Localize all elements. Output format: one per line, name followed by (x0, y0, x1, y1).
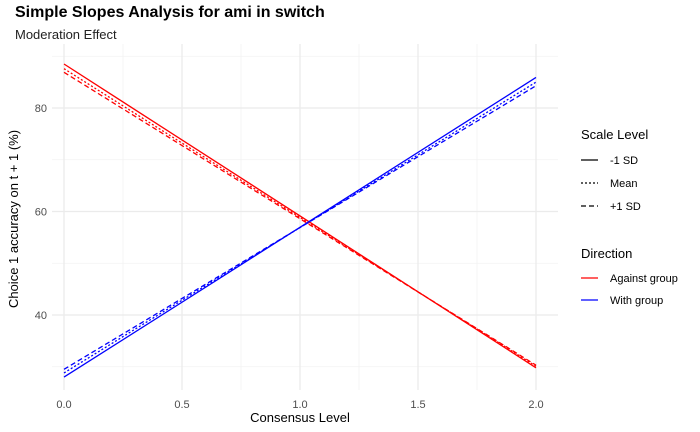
x-tick-label: 0.5 (174, 399, 189, 411)
minor-gridlines (52, 44, 558, 390)
x-axis-title: Consensus Level (250, 410, 350, 425)
chart-title: Simple Slopes Analysis for ami in switch (15, 4, 325, 21)
legend-title-scale-level: Scale Level (581, 127, 648, 142)
x-axis-ticks: 0.0 0.5 1.0 1.5 2.0 (56, 399, 543, 411)
legend-label-scale: -1 SD (610, 155, 638, 167)
series-lines (63, 63, 537, 378)
legend: Scale Level -1 SD Mean +1 SD Direction Agains… (581, 127, 678, 307)
legend-label-direction: With group (610, 295, 663, 307)
series-line (63, 71, 537, 366)
legend-label-scale: +1 SD (610, 201, 641, 213)
y-axis-ticks: 40 60 80 (35, 103, 47, 322)
y-tick-label: 80 (35, 103, 47, 115)
y-tick-label: 60 (35, 207, 47, 219)
legend-title-direction: Direction (581, 246, 632, 261)
y-axis-title: Choice 1 accuracy on t + 1 (%) (6, 130, 21, 308)
y-tick-label: 40 (35, 310, 47, 322)
x-tick-label: 2.0 (528, 399, 543, 411)
x-tick-label: 1.0 (292, 399, 307, 411)
legend-label-scale: Mean (610, 178, 638, 190)
x-tick-label: 0.0 (56, 399, 71, 411)
series-line (63, 68, 537, 367)
major-gridlines (52, 44, 558, 390)
chart-subtitle: Moderation Effect (15, 27, 117, 42)
x-tick-label: 1.5 (410, 399, 425, 411)
series-line (63, 85, 537, 370)
legend-label-direction: Against group (610, 273, 678, 285)
